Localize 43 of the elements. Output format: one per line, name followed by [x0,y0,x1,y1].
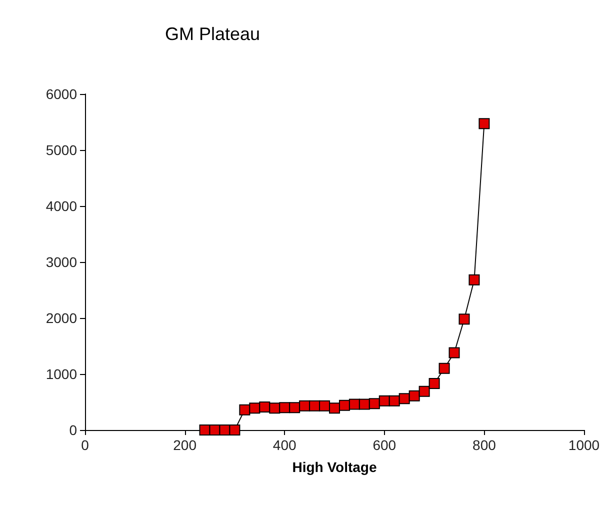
x-tick-label: 1000 [568,437,600,453]
y-tick-label: 5000 [46,142,78,158]
point [428,378,440,390]
point [259,402,270,413]
point [348,398,360,410]
y-tick-label: 1000 [46,366,78,382]
point [309,400,320,412]
y-tick-label: 3000 [46,254,78,270]
x-tick-label: 0 [81,437,90,453]
point [279,402,290,414]
y-tick-label: 4000 [46,198,78,214]
point [388,395,400,406]
point [398,393,410,404]
point [219,424,230,436]
x-tick-label: 400 [272,437,296,453]
point [289,402,300,414]
x-tick-label: 800 [472,437,496,453]
point [299,400,310,412]
point [478,118,490,130]
point [319,400,330,412]
point [249,402,260,414]
x-tick-label: 600 [372,437,396,453]
point [358,398,370,410]
y-tick-label: 6000 [46,86,78,102]
point [269,402,280,414]
point [418,386,430,397]
y-tick-label: 0 [69,422,78,438]
point [458,314,470,325]
point [378,395,390,406]
point [368,398,380,410]
point [239,404,250,416]
point [338,400,350,411]
point [448,347,460,358]
x-axis-title: High Voltage [292,459,377,475]
y-tick-label: 2000 [46,310,78,326]
point [229,424,240,436]
x-tick-label: 200 [173,437,197,453]
point [408,390,420,402]
point [209,424,220,436]
chart-title: GM Plateau [165,24,260,44]
point [438,362,450,374]
point [329,402,340,414]
point [468,274,480,286]
